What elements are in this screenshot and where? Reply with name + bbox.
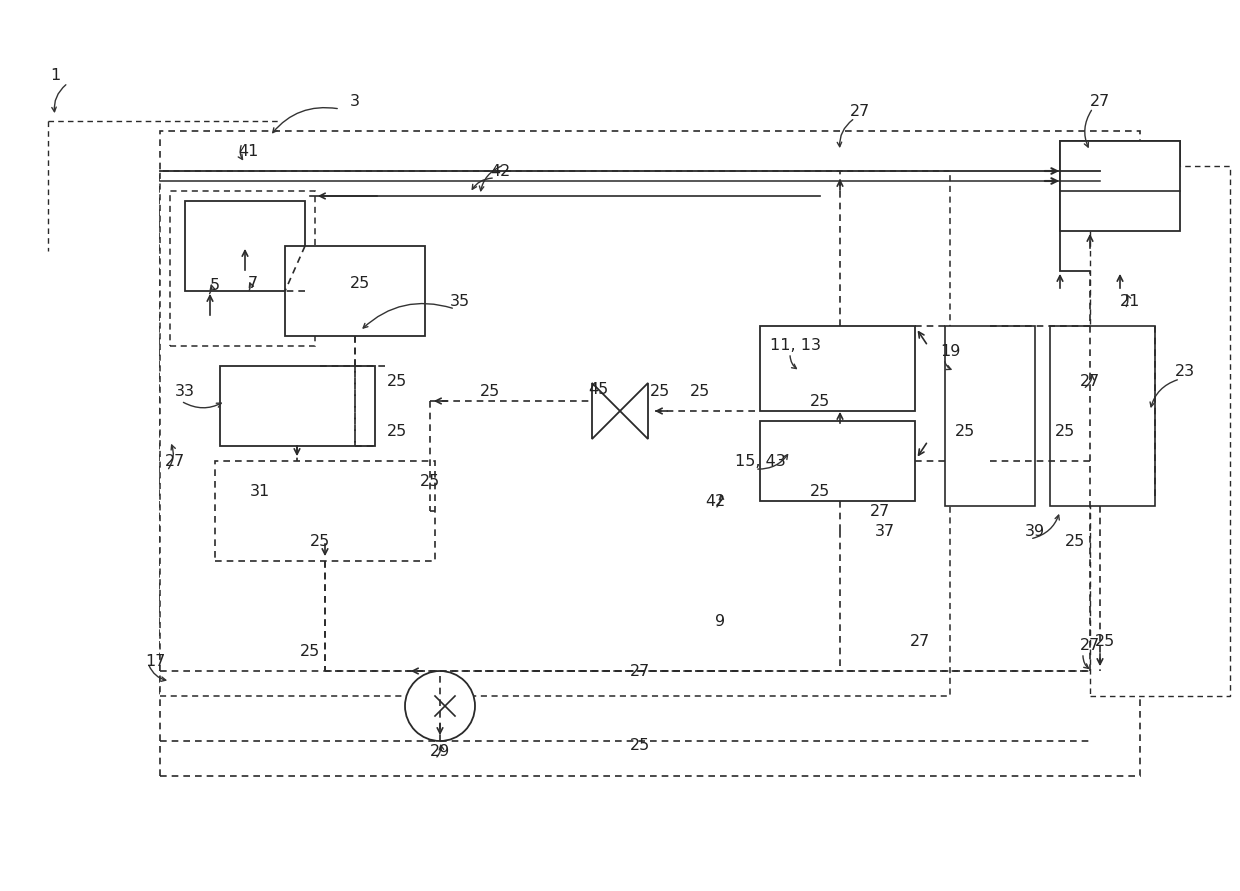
Text: 27: 27: [910, 634, 930, 649]
FancyArrowPatch shape: [1084, 110, 1091, 147]
FancyArrowPatch shape: [184, 403, 221, 408]
Bar: [760, 326, 915, 411]
Polygon shape: [591, 383, 620, 439]
Text: 25: 25: [387, 423, 407, 438]
FancyArrowPatch shape: [1085, 375, 1094, 388]
Text: 5: 5: [210, 279, 219, 293]
FancyArrowPatch shape: [1149, 380, 1177, 407]
Text: 25: 25: [689, 383, 711, 398]
Text: 25: 25: [650, 383, 670, 398]
Text: 25: 25: [1095, 634, 1115, 649]
Bar: [1060, 141, 1180, 231]
Circle shape: [405, 671, 475, 741]
Bar: [170, 191, 315, 346]
FancyArrowPatch shape: [1083, 656, 1089, 668]
Text: 25: 25: [630, 739, 650, 754]
Text: 42: 42: [490, 164, 510, 178]
FancyArrowPatch shape: [1033, 515, 1059, 538]
Text: 45: 45: [588, 381, 608, 396]
FancyArrowPatch shape: [837, 119, 853, 147]
Text: 27: 27: [1090, 94, 1110, 109]
FancyArrowPatch shape: [1126, 295, 1131, 307]
Text: 25: 25: [480, 383, 500, 398]
FancyArrowPatch shape: [758, 454, 787, 469]
Text: 3: 3: [350, 94, 360, 109]
Polygon shape: [620, 383, 649, 439]
Text: 27: 27: [630, 664, 650, 679]
Bar: [945, 326, 1035, 506]
FancyArrowPatch shape: [480, 166, 501, 191]
Text: 41: 41: [238, 143, 258, 159]
Text: 33: 33: [175, 383, 195, 398]
Text: 23: 23: [1176, 364, 1195, 379]
Text: 1: 1: [50, 69, 60, 84]
FancyArrowPatch shape: [790, 356, 796, 369]
Bar: [160, 171, 950, 696]
FancyArrowPatch shape: [238, 145, 243, 159]
Text: 25: 25: [300, 643, 320, 658]
Text: 9: 9: [715, 614, 725, 628]
Bar: [160, 131, 1140, 776]
Text: 25: 25: [1055, 423, 1075, 438]
FancyArrowPatch shape: [273, 108, 337, 133]
Bar: [285, 246, 425, 336]
Text: 25: 25: [1065, 534, 1085, 549]
Text: 25: 25: [350, 275, 370, 290]
Text: 27: 27: [870, 503, 890, 519]
FancyArrowPatch shape: [436, 745, 444, 757]
Bar: [1090, 166, 1230, 696]
FancyArrowPatch shape: [210, 285, 215, 294]
Text: 27: 27: [849, 103, 870, 119]
Text: 7: 7: [248, 275, 258, 290]
Text: 42: 42: [704, 494, 725, 509]
Text: 27: 27: [165, 454, 185, 469]
Bar: [215, 461, 435, 561]
Text: 21: 21: [1120, 293, 1141, 308]
Text: 35: 35: [450, 293, 470, 308]
Bar: [1050, 326, 1154, 506]
Text: 19: 19: [940, 344, 960, 358]
Text: 37: 37: [875, 524, 895, 538]
Text: 25: 25: [387, 373, 407, 388]
FancyArrowPatch shape: [52, 85, 66, 111]
Text: 15, 43: 15, 43: [734, 454, 785, 469]
Text: 25: 25: [810, 484, 830, 498]
Text: 27: 27: [1080, 373, 1100, 388]
FancyArrowPatch shape: [149, 666, 166, 682]
Text: 25: 25: [310, 534, 330, 549]
FancyArrowPatch shape: [945, 362, 951, 370]
FancyArrowPatch shape: [249, 283, 253, 290]
Bar: [185, 201, 305, 291]
FancyArrowPatch shape: [363, 304, 453, 328]
Text: 11, 13: 11, 13: [770, 339, 821, 354]
Text: 25: 25: [420, 473, 440, 488]
Text: 25: 25: [955, 423, 975, 438]
Text: 25: 25: [810, 394, 830, 408]
Text: 31: 31: [250, 484, 270, 498]
Bar: [1060, 141, 1180, 271]
FancyArrowPatch shape: [717, 495, 724, 507]
Bar: [760, 421, 915, 501]
FancyArrowPatch shape: [169, 445, 175, 469]
Bar: [219, 366, 374, 446]
Text: 17: 17: [145, 653, 165, 668]
Text: 27: 27: [1080, 639, 1100, 653]
Text: 39: 39: [1025, 524, 1045, 538]
FancyArrowPatch shape: [472, 178, 492, 189]
Text: 29: 29: [430, 743, 450, 758]
